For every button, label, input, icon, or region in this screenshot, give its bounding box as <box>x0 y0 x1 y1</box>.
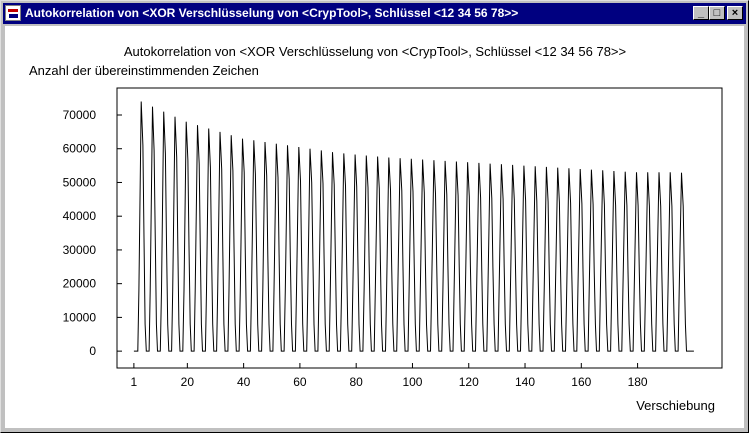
y-tick-label: 30000 <box>63 243 97 257</box>
y-tick-label: 10000 <box>63 310 97 324</box>
y-tick-label: 60000 <box>63 142 97 156</box>
close-button[interactable]: × <box>727 6 743 20</box>
x-tick-label: 40 <box>237 375 251 389</box>
y-tick-label: 50000 <box>63 175 97 189</box>
x-tick-label: 140 <box>515 375 535 389</box>
chart-title: Autokorrelation von <XOR Verschlüsselung… <box>124 44 626 59</box>
y-tick-label: 0 <box>89 344 96 358</box>
x-tick-label: 180 <box>628 375 648 389</box>
x-tick-label: 120 <box>459 375 479 389</box>
autocorrelation-chart: Autokorrelation von <XOR Verschlüsselung… <box>29 44 723 413</box>
window-title: Autokorrelation von <XOR Verschlüsselung… <box>25 6 519 20</box>
x-tick-label: 160 <box>571 375 591 389</box>
y-tick-label: 70000 <box>63 108 97 122</box>
x-tick-label: 80 <box>350 375 364 389</box>
minimize-button[interactable]: _ <box>693 6 709 20</box>
app-icon[interactable] <box>5 5 21 21</box>
x-tick-label: 60 <box>293 375 307 389</box>
x-axis-label: Verschiebung <box>636 398 715 413</box>
maximize-button[interactable]: □ <box>709 6 725 20</box>
y-axis-label: Anzahl der übereinstimmenden Zeichen <box>29 63 259 78</box>
chart-area: Autokorrelation von <XOR Verschlüsselung… <box>5 26 744 428</box>
x-tick-label: 1 <box>131 375 138 389</box>
x-tick-label: 20 <box>181 375 195 389</box>
plot-frame <box>116 87 723 369</box>
y-tick-label: 40000 <box>63 209 97 223</box>
x-tick-label: 100 <box>402 375 422 389</box>
autocorrelation-line <box>133 101 694 352</box>
title-bar[interactable]: Autokorrelation von <XOR Verschlüsselung… <box>3 3 746 24</box>
y-tick-label: 20000 <box>63 277 97 291</box>
